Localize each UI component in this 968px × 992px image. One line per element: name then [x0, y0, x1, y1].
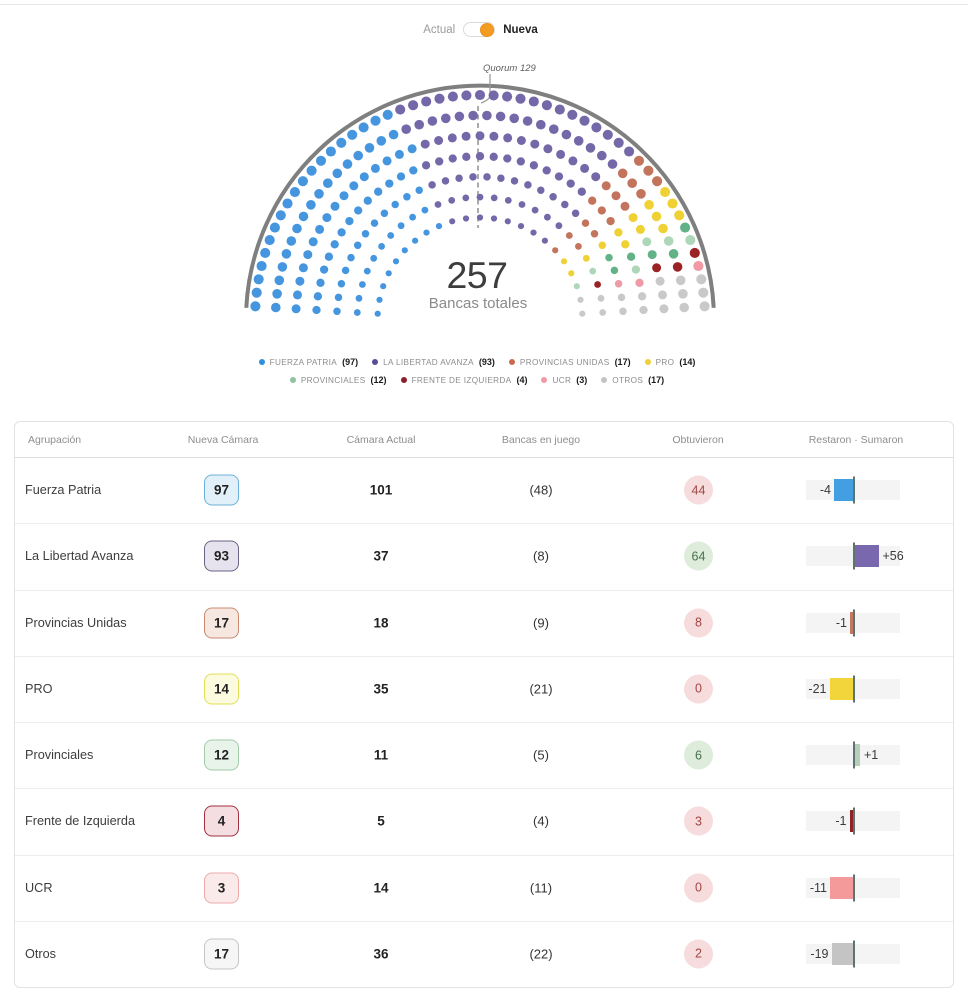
svg-text:Quorum 129: Quorum 129 [483, 63, 537, 74]
